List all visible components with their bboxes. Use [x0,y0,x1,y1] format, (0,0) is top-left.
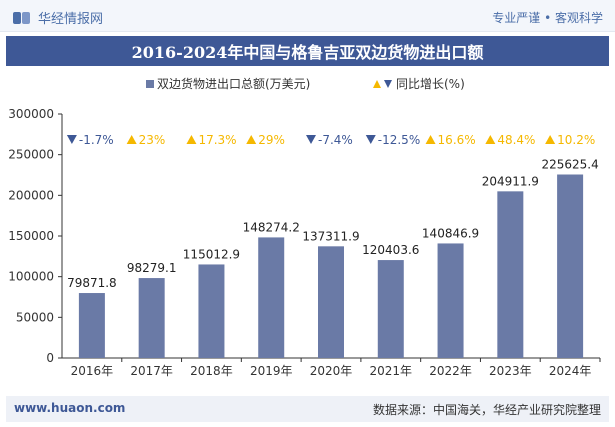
growth-label: 17.3% [198,133,236,147]
growth-label: -7.4% [318,133,353,147]
footer: www.huaon.com 数据来源：中国海关，华经产业研究院整理 [6,396,609,422]
legend-bar-label: 双边货物进出口总额(万美元) [157,76,310,91]
bar [78,293,105,358]
bar-value-label: 79871.8 [67,276,117,290]
bar-value-label: 225625.4 [541,157,598,171]
title-bar: 2016-2024年中国与格鲁吉亚双边货物进出口额 [6,36,609,66]
growth-label: 48.4% [497,133,535,147]
bar [497,191,524,358]
x-tick-label: 2018年 [190,364,233,378]
growth-down-triangle-icon [306,135,316,144]
bar-value-label: 98279.1 [127,261,177,275]
x-tick-label: 2017年 [130,364,173,378]
growth-label: 16.6% [438,133,476,147]
bar [258,237,285,358]
growth-down-triangle-icon [365,135,376,144]
bar-value-label: 120403.6 [362,243,419,257]
labels: 79871.8 -1.7% 98279.1 23% 115012.9 17.3% 14827… [66,133,599,290]
x-tick-label: 2016年 [71,364,114,378]
bar-value-label: 204911.9 [482,174,539,188]
bar-value-label: 140846.9 [422,226,479,240]
bar [557,174,584,358]
y-tick-label: 0 [46,351,54,365]
chart-title: 2016-2024年中国与格鲁吉亚双边货物进出口额 [131,43,484,62]
y-tick-label: 300000 [8,107,54,121]
bar-value-label: 148274.2 [243,220,300,234]
growth-label: -1.7% [79,133,114,147]
bar [138,278,165,358]
bar [198,264,225,358]
y-tick-label: 250000 [8,148,54,162]
y-tick-label: 200000 [8,188,54,202]
growth-down-triangle-icon [66,135,77,144]
growth-label: -12.5% [378,133,420,147]
growth-label: 23% [139,133,166,147]
legend-growth-label: 同比增长(%) [396,77,465,91]
bar-value-label: 137311.9 [302,229,359,243]
bar-chart: 双边货物进出口总额(万美元) 同比增长(%) 0 50000 100000 15000… [8,76,601,378]
x-tick-label: 2024年 [549,364,592,378]
legend-down-triangle-icon [384,80,392,88]
x-tick-label: 2022年 [429,364,472,378]
bar-value-label: 115012.9 [183,247,240,261]
x-tick-label: 2021年 [370,364,413,378]
growth-up-triangle-icon [485,135,496,144]
x-tick-label: 2020年 [310,364,353,378]
growth-up-triangle-icon [186,135,197,144]
x-tick-label: 2019年 [250,364,293,378]
footer-source: 数据来源：中国海关，华经产业研究院整理 [372,403,601,417]
growth-label: 29% [258,133,285,147]
footer-website: www.huaon.com [14,401,126,415]
bars [78,174,584,358]
brand-logo-icon [13,11,30,24]
growth-up-triangle-icon [246,135,257,144]
growth-up-triangle-icon [545,135,556,144]
y-tick-label: 150000 [8,229,54,243]
legend-bar-swatch [146,80,154,88]
x-tick-label: 2023年 [489,364,532,378]
growth-up-triangle-icon [425,135,436,144]
growth-label: 10.2% [557,133,595,147]
brand: 华经情报网 [12,8,103,27]
legend-up-triangle-icon [373,80,381,88]
bar [437,243,464,358]
y-tick-label: 50000 [16,310,54,324]
bar [318,246,344,358]
bar [377,260,404,358]
brand-name: 华经情报网 [38,12,104,27]
tagline: 专业严谨 • 客观科学 [492,11,603,25]
legend: 双边货物进出口总额(万美元) 同比增长(%) [146,76,465,91]
growth-up-triangle-icon [126,135,137,144]
axes: 0 50000 100000 150000 200000 250000 300000 2016… [8,107,601,378]
y-tick-label: 100000 [8,270,54,284]
top-bar: 华经情报网 专业严谨 • 客观科学 [0,0,615,32]
